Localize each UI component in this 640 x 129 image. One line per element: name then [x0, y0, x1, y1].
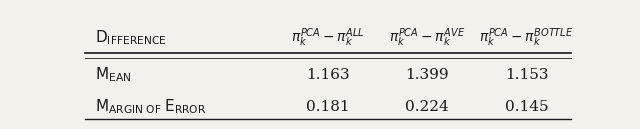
Text: $\mathrm{M}_{\mathrm{EAN}}$: $\mathrm{M}_{\mathrm{EAN}}$	[95, 66, 131, 84]
Text: 1.163: 1.163	[306, 68, 350, 82]
Text: 0.224: 0.224	[405, 100, 449, 114]
Text: $\pi_k^{PCA} - \pi_k^{ALL}$: $\pi_k^{PCA} - \pi_k^{ALL}$	[291, 26, 365, 49]
Text: $\pi_k^{PCA} - \pi_k^{AVE}$: $\pi_k^{PCA} - \pi_k^{AVE}$	[389, 26, 465, 49]
Text: 1.399: 1.399	[405, 68, 449, 82]
Text: $\mathrm{M}_{\mathrm{ARGIN\ OF\ }}\mathrm{E}_{\mathrm{RROR}}$: $\mathrm{M}_{\mathrm{ARGIN\ OF\ }}\mathr…	[95, 98, 206, 116]
Text: 1.153: 1.153	[505, 68, 548, 82]
Text: $\mathrm{D}_{\mathrm{IFFERENCE}}$: $\mathrm{D}_{\mathrm{IFFERENCE}}$	[95, 28, 166, 47]
Text: 0.181: 0.181	[306, 100, 350, 114]
Text: 0.145: 0.145	[504, 100, 548, 114]
Text: $\pi_k^{PCA} - \pi_k^{BOTTLE}$: $\pi_k^{PCA} - \pi_k^{BOTTLE}$	[479, 26, 573, 49]
